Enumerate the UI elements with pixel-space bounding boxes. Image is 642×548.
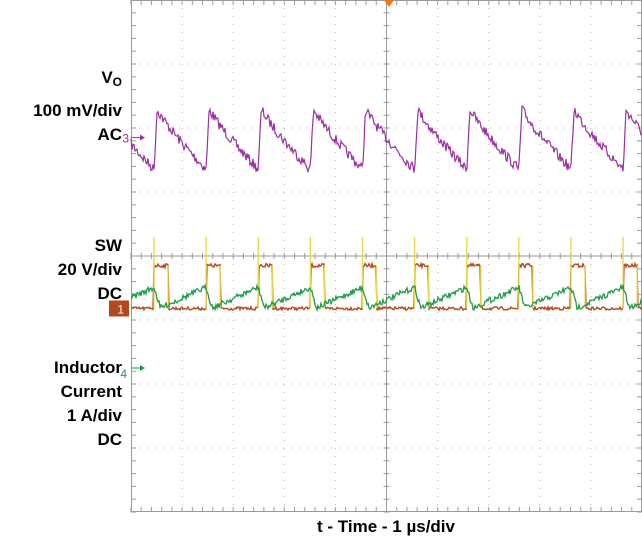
sw-label: SW	[94, 236, 122, 255]
x-axis-label: t - Time - 1 µs/div	[317, 517, 455, 536]
waveform-traces	[130, 105, 642, 313]
channel-markers: 3 1 4	[109, 0, 395, 381]
il-trace	[130, 283, 642, 313]
ch1-marker-label: 1	[117, 302, 124, 316]
vo-label: VO	[101, 68, 122, 89]
ch1-marker-box	[109, 300, 129, 317]
il-label-line2: Current	[60, 382, 122, 401]
il-coupling: DC	[97, 430, 122, 449]
vo-trace	[130, 105, 642, 174]
vo-scale: 100 mV/div	[33, 101, 122, 120]
ch3-arrowhead	[140, 134, 145, 141]
vo-coupling: AC	[97, 125, 122, 144]
sw-trace	[130, 261, 642, 312]
il-scale: 1 A/div	[66, 406, 122, 425]
ch3-marker-label: 3	[122, 132, 129, 146]
ch4-arrowhead	[140, 365, 145, 371]
il-label-line1: Inductor	[54, 358, 122, 377]
ch4-marker-label: 4	[120, 367, 127, 381]
sw-coupling: DC	[97, 284, 122, 303]
sw-scale: 20 V/div	[57, 260, 122, 279]
trigger-marker	[384, 0, 395, 7]
graticule	[130, 0, 642, 513]
